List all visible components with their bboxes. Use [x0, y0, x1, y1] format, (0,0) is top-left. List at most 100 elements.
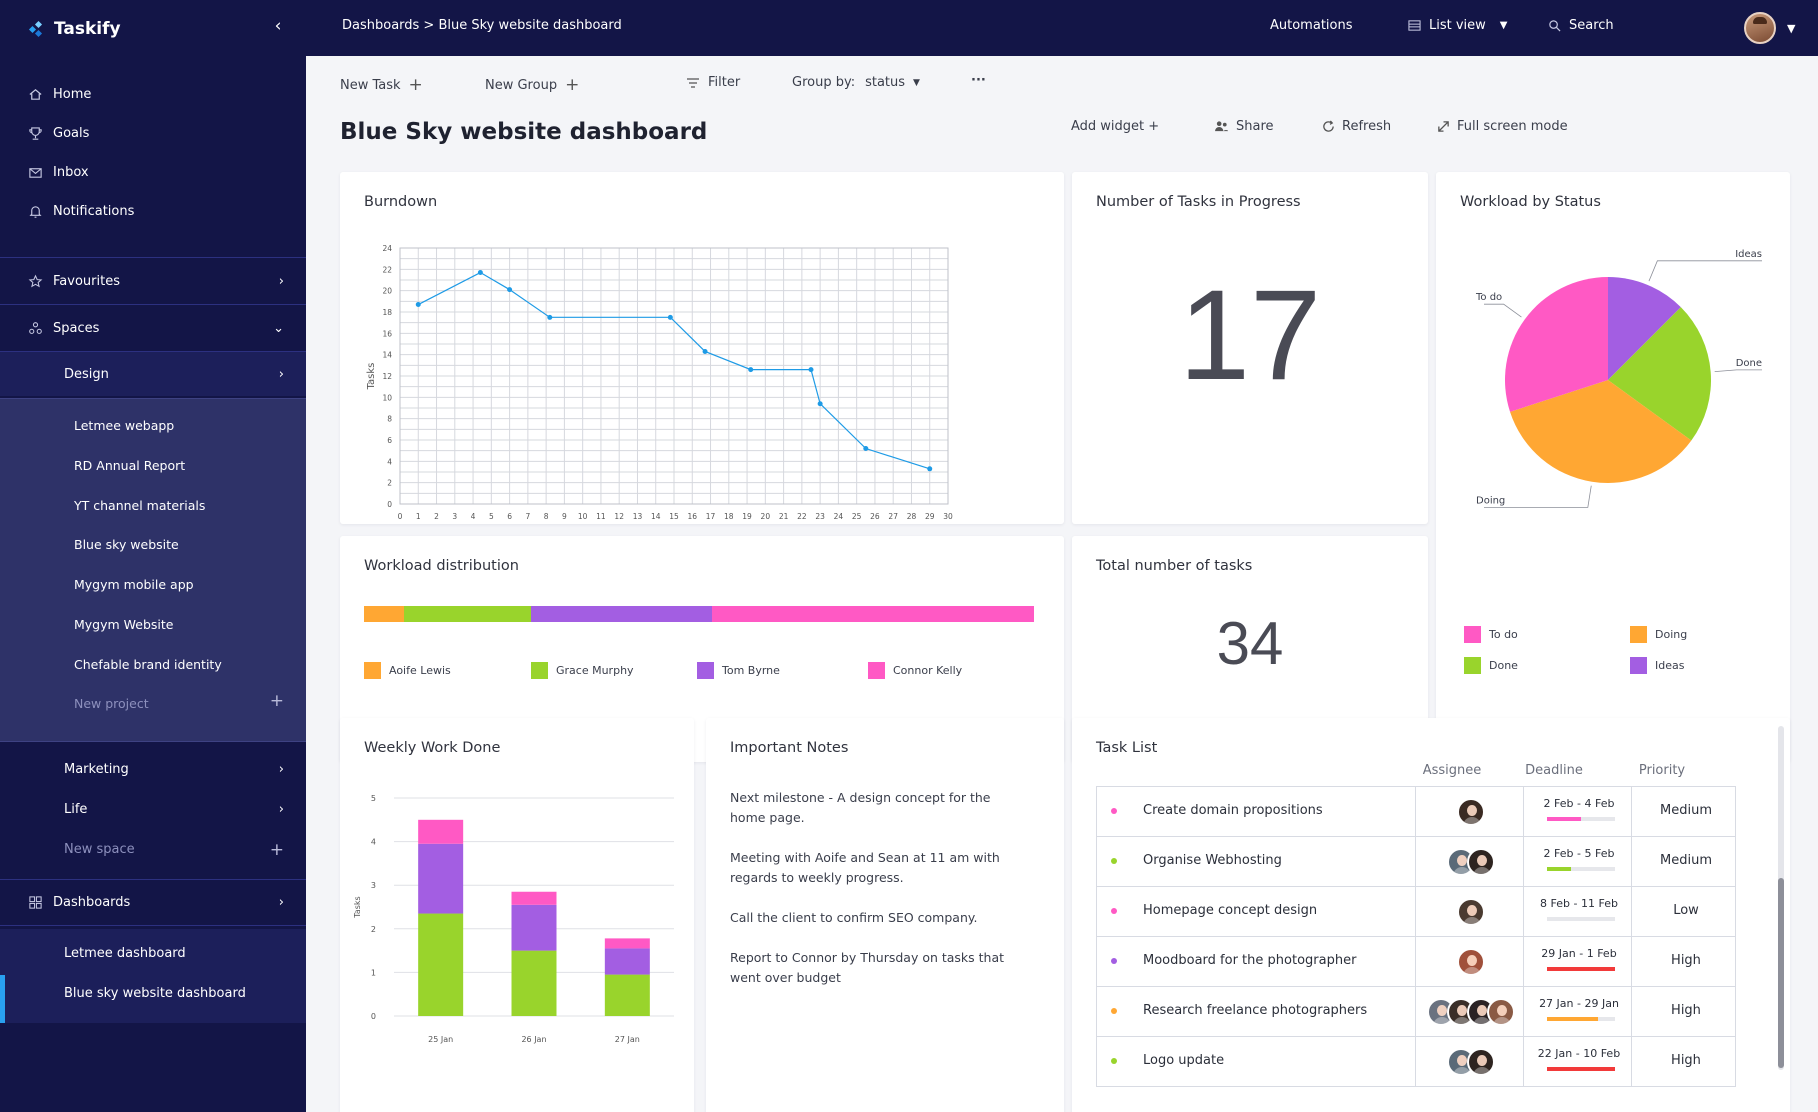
assignee-avatars[interactable] [1419, 798, 1523, 826]
space-marketing[interactable]: Marketing › [0, 747, 306, 792]
list-view-dropdown[interactable]: List view ▼ [1408, 18, 1508, 33]
assignee-avatars[interactable] [1419, 1048, 1523, 1076]
deadline-progress-track [1547, 867, 1615, 871]
deadline-text: 27 Jan - 29 Jan [1539, 997, 1619, 1010]
priority-cell[interactable]: High [1671, 1003, 1701, 1018]
priority-cell[interactable]: Medium [1660, 803, 1712, 818]
x-tick-label: 0 [398, 512, 403, 521]
add-project-icon[interactable]: + [269, 691, 284, 711]
plus-icon: + [565, 75, 580, 95]
space-life[interactable]: Life › [0, 787, 306, 832]
slice-label: Ideas [1735, 249, 1762, 260]
priority-cell[interactable]: Low [1673, 903, 1699, 918]
legend-item: Done [1464, 657, 1518, 674]
task-name[interactable]: Homepage concept design [1143, 903, 1318, 918]
deadline-cell: 22 Jan - 10 Feb [1527, 1047, 1631, 1071]
sidebar-section-spaces[interactable]: Spaces ⌄ [0, 304, 306, 351]
new-group-button[interactable]: New Group + [485, 75, 579, 95]
refresh-button[interactable]: Refresh [1322, 119, 1391, 134]
group-by-dropdown[interactable]: Group by: status ▼ [792, 75, 920, 90]
avatar[interactable] [1457, 948, 1485, 976]
legend-item: Connor Kelly [868, 662, 962, 679]
table-row[interactable]: Moodboard for the photographer 29 Jan - 1… [1096, 937, 1736, 987]
column-header-deadline[interactable]: Deadline [1525, 763, 1583, 778]
sidebar-item-goals[interactable]: Goals [28, 121, 89, 145]
task-name[interactable]: Research freelance photographers [1143, 1003, 1368, 1018]
share-button[interactable]: Share [1214, 119, 1274, 134]
dashboard-item[interactable]: Letmee dashboard [64, 946, 186, 961]
add-space-icon[interactable]: + [269, 839, 284, 860]
y-tick-label: 0 [371, 1012, 376, 1021]
new-project-link[interactable]: New project [74, 696, 149, 711]
filter-button[interactable]: Filter [686, 75, 740, 90]
legend-label: Aoife Lewis [389, 664, 451, 677]
search-button[interactable]: Search [1548, 18, 1614, 33]
assignee-avatars[interactable] [1419, 898, 1523, 926]
table-row[interactable]: Homepage concept design 8 Feb - 11 Feb Low [1096, 887, 1736, 937]
avatar[interactable] [1467, 1048, 1495, 1076]
scrollbar[interactable] [1778, 726, 1784, 1070]
deadline-text: 29 Jan - 1 Feb [1541, 947, 1617, 960]
priority-cell[interactable]: Medium [1660, 853, 1712, 868]
new-space-link[interactable]: New space + [0, 827, 306, 872]
project-item[interactable]: YT channel materials [74, 498, 206, 513]
y-tick-label: 22 [382, 265, 392, 274]
app-logo[interactable]: Taskify [28, 19, 121, 39]
avatar[interactable] [1457, 898, 1485, 926]
table-row[interactable]: Create domain propositions 2 Feb - 4 Feb M… [1096, 787, 1736, 837]
column-header-assignee[interactable]: Assignee [1422, 763, 1482, 778]
sidebar-section-dashboards[interactable]: Dashboards › [0, 879, 306, 926]
table-row[interactable]: Organise Webhosting 2 Feb - 5 Feb Medium [1096, 837, 1736, 887]
spaces-icon [29, 321, 42, 334]
fullscreen-button[interactable]: Full screen mode [1437, 119, 1568, 134]
sidebar-section-favourites[interactable]: Favourites › [0, 257, 306, 304]
add-widget-button[interactable]: Add widget + [1071, 119, 1159, 134]
x-tick-label: 11 [596, 512, 606, 521]
task-name[interactable]: Logo update [1143, 1053, 1225, 1068]
table-row[interactable]: Logo update 22 Jan - 10 Feb High [1096, 1037, 1736, 1087]
task-name[interactable]: Organise Webhosting [1143, 853, 1282, 868]
priority-cell[interactable]: High [1671, 953, 1701, 968]
project-item[interactable]: RD Annual Report [74, 458, 186, 473]
x-tick-label: 4 [471, 512, 476, 521]
deadline-progress-fill [1547, 967, 1615, 971]
chevron-left-icon[interactable]: ‹ [274, 16, 282, 36]
avatar[interactable] [1487, 998, 1515, 1026]
more-options-icon[interactable]: ··· [971, 73, 986, 88]
project-item[interactable]: Mygym mobile app [74, 577, 194, 592]
x-tick-label: 10 [578, 512, 588, 521]
distribution-title: Workload distribution [364, 558, 519, 574]
automations-link[interactable]: Automations [1270, 18, 1353, 33]
new-task-button[interactable]: New Task + [340, 75, 423, 95]
space-design[interactable]: Design › [0, 351, 306, 396]
sidebar-item-notifications[interactable]: Notifications [28, 199, 134, 223]
assignee-avatars[interactable] [1419, 998, 1523, 1026]
mail-icon [29, 167, 42, 178]
user-avatar[interactable] [1744, 12, 1776, 44]
x-tick-label: 3 [452, 512, 457, 521]
priority-cell[interactable]: High [1671, 1053, 1701, 1068]
avatar[interactable] [1457, 798, 1485, 826]
assignee-avatars[interactable] [1419, 848, 1523, 876]
column-header-priority[interactable]: Priority [1638, 763, 1686, 778]
sidebar-item-home[interactable]: Home [28, 82, 91, 106]
sidebar-item-inbox[interactable]: Inbox [28, 160, 89, 184]
avatar[interactable] [1467, 848, 1495, 876]
task-name[interactable]: Create domain propositions [1143, 803, 1323, 818]
table-row[interactable]: Research freelance photographers 27 Jan -… [1096, 987, 1736, 1037]
project-item[interactable]: Mygym Website [74, 617, 174, 632]
dashboard-item-active[interactable]: Blue sky website dashboard [64, 986, 246, 1001]
column-divider [1523, 987, 1524, 1037]
project-item[interactable]: Letmee webapp [74, 418, 175, 433]
breadcrumb[interactable]: Dashboards > Blue Sky website dashboard [342, 18, 622, 33]
project-item[interactable]: Chefable brand identity [74, 657, 222, 672]
task-name[interactable]: Moodboard for the photographer [1143, 953, 1357, 968]
project-item[interactable]: Blue sky website [74, 537, 179, 552]
caret-down-icon[interactable]: ▼ [1787, 22, 1796, 35]
marketing-label: Marketing [64, 762, 129, 777]
scrollbar-thumb[interactable] [1778, 878, 1784, 1068]
assignee-avatars[interactable] [1419, 948, 1523, 976]
automations-label: Automations [1270, 18, 1353, 33]
legend-item: To do [1464, 626, 1518, 643]
group-by-label: Group by: [792, 75, 856, 90]
